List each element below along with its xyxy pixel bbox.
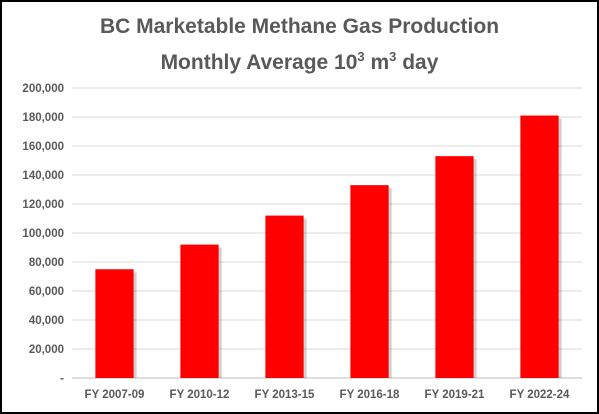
- y-tick-label: 140,000: [22, 170, 64, 182]
- x-tick-label: FY 2022-24: [510, 389, 570, 401]
- y-tick-label: 160,000: [22, 141, 64, 153]
- title-line2-suffix: day: [396, 51, 439, 74]
- title-line2-mid: m: [364, 51, 390, 74]
- title-line2-prefix: Monthly Average 10: [160, 51, 358, 74]
- y-tick-label: 60,000: [29, 286, 64, 298]
- bar-3: [265, 215, 304, 378]
- x-tick-label: FY 2010-12: [170, 389, 230, 401]
- bar-2: [180, 244, 219, 378]
- chart-title-line2: Monthly Average 103 m3 day: [2, 44, 597, 76]
- y-tick-label: 80,000: [29, 257, 64, 269]
- y-tick-label: 100,000: [22, 228, 64, 240]
- x-tick-label: FY 2013-15: [255, 389, 315, 401]
- y-tick-label: 40,000: [29, 315, 64, 327]
- x-tick-label: FY 2007-09: [85, 389, 145, 401]
- y-tick-label: 180,000: [22, 112, 64, 124]
- y-tick-label: 20,000: [29, 344, 64, 356]
- bar-1: [95, 269, 134, 378]
- bar-4: [350, 185, 389, 378]
- title-superscript-1: 3: [357, 49, 365, 64]
- y-tick-label: 200,000: [22, 83, 64, 95]
- x-tick-label: FY 2019-21: [425, 389, 485, 401]
- title-superscript-2: 3: [389, 49, 397, 64]
- chart-title-line1: BC Marketable Methane Gas Production: [99, 15, 500, 38]
- y-tick-label: -: [60, 373, 64, 385]
- bar-6: [520, 115, 559, 379]
- y-tick-label: 120,000: [22, 199, 64, 211]
- bar-5: [435, 156, 474, 378]
- x-tick-label: FY 2016-18: [340, 389, 400, 401]
